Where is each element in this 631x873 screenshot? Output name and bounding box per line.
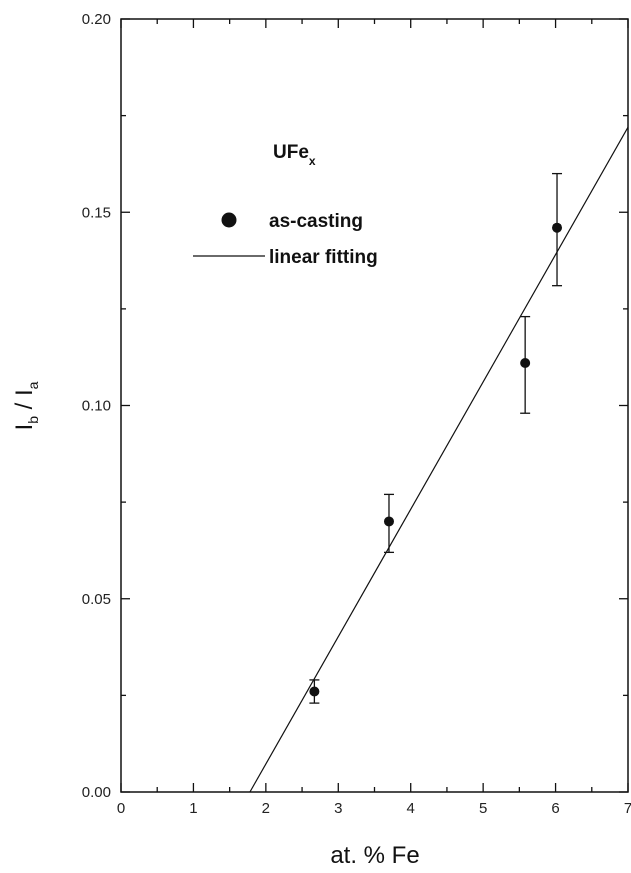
x-tick-label: 5	[479, 800, 487, 817]
data-points	[309, 172, 563, 704]
x-tick-labels: 0 1 2 3 4 5 6 7	[117, 800, 631, 817]
y-tick-labels: 0.00 0.05 0.10 0.15 0.20	[82, 11, 111, 801]
y-tick-label: 0.00	[82, 784, 111, 801]
data-point	[309, 686, 320, 697]
x-tick-label: 0	[117, 800, 125, 817]
y-tick-label: 0.05	[82, 591, 111, 608]
y-tick-label: 0.10	[82, 398, 111, 415]
x-tick-label: 1	[189, 800, 197, 817]
plot-frame	[120, 18, 629, 793]
linear-fit-line	[249, 126, 629, 793]
legend-label-as-casting: as-casting	[269, 211, 363, 232]
x-axis-title: at. % Fe	[330, 842, 419, 869]
data-point	[552, 222, 563, 233]
legend-label-linear-fitting: linear fitting	[269, 247, 378, 268]
x-tick-label: 4	[407, 800, 415, 817]
y-tick-label: 0.15	[82, 204, 111, 221]
data-point	[520, 357, 531, 368]
y-tick-label: 0.20	[82, 11, 111, 28]
x-tick-label: 7	[624, 800, 631, 817]
compound-annotation: UFex	[273, 142, 316, 168]
x-tick-label: 2	[262, 800, 270, 817]
legend-marker-as-casting	[221, 212, 237, 228]
svg-text:Ib / Ia: Ib / Ia	[11, 381, 41, 430]
legend: as-casting linear fitting	[193, 211, 378, 268]
data-point	[383, 516, 394, 527]
axis-ticks	[120, 18, 629, 793]
x-tick-label: 6	[551, 800, 559, 817]
x-tick-label: 3	[334, 800, 342, 817]
y-axis-title: Ib / Ia	[11, 381, 41, 430]
